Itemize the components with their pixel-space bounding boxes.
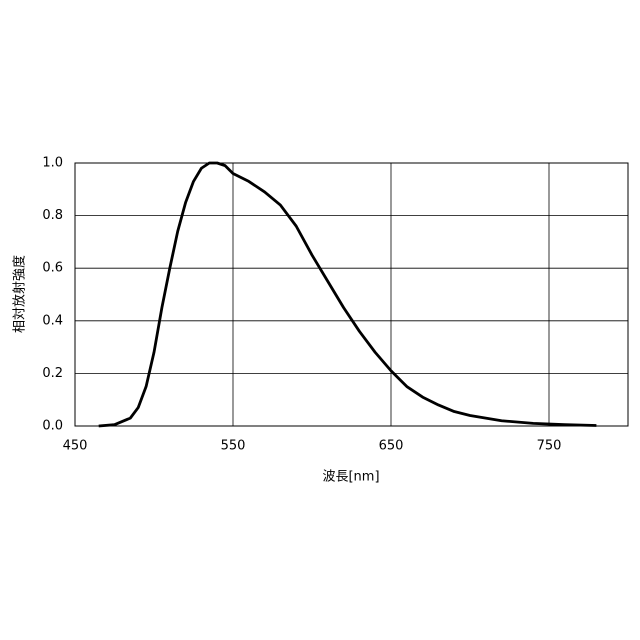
y-tick-label: 1.0 [42, 156, 63, 171]
y-tick-label: 0.4 [42, 313, 63, 328]
y-tick-label: 0.6 [42, 261, 63, 276]
x-tick-label: 750 [537, 439, 562, 454]
x-tick-label: 450 [63, 439, 88, 454]
chart: 波長[nm] 相対放射強度 0.0 0.2 0.4 0.6 0.8 1.0 450 550 65… [0, 0, 640, 640]
y-axis-label: 相対放射強度 [12, 255, 28, 333]
x-tick-label: 650 [379, 439, 404, 454]
spectrum-line [99, 163, 597, 426]
plot-frame [75, 163, 628, 426]
y-tick-label: 0.2 [42, 366, 63, 381]
y-tick-label: 0.0 [42, 419, 63, 434]
x-axis-label: 波長[nm] [322, 470, 379, 485]
page: {"chart_data": {"type": "line", "x_label… [0, 0, 640, 640]
y-tick-label: 0.8 [42, 208, 63, 223]
x-tick-label: 550 [221, 439, 246, 454]
